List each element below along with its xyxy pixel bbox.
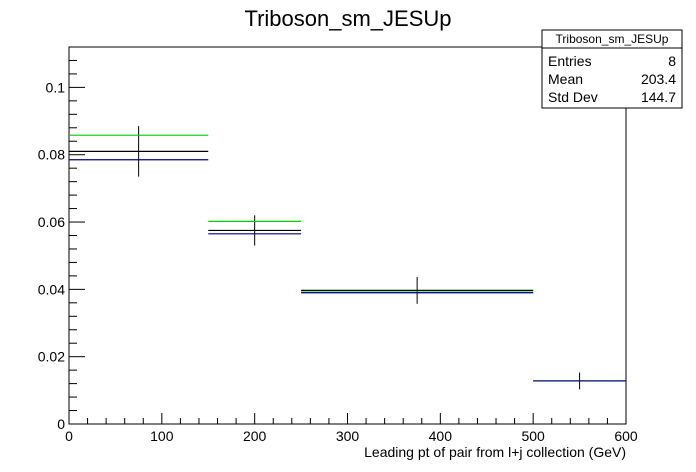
x-tick-label: 600 [614, 428, 638, 444]
data-marks [69, 126, 626, 390]
x-axis: 0 100 200 300 400 500 600 [65, 413, 638, 444]
y-tick-label: 0.02 [38, 349, 65, 365]
stats-box-title: Triboson_sm_JESUp [556, 32, 669, 46]
x-tick-label: 500 [521, 428, 545, 444]
x-tick-label: 400 [429, 428, 453, 444]
y-tick-label: 0.04 [38, 281, 65, 297]
stats-mean-label: Mean [548, 71, 583, 87]
y-tick-label: 0.08 [38, 147, 65, 163]
y-tick-label: 0.1 [46, 79, 66, 95]
x-tick-label: 100 [150, 428, 174, 444]
x-axis-label: Leading pt of pair from l+j collection (… [364, 444, 626, 460]
stats-stddev-label: Std Dev [548, 89, 598, 105]
x-tick-label: 300 [336, 428, 360, 444]
stats-mean-value: 203.4 [641, 71, 676, 87]
stats-box: Triboson_sm_JESUp Entries 8 Mean 203.4 S… [541, 29, 683, 109]
stats-box-frame [541, 29, 683, 109]
chart-title: Triboson_sm_JESUp [244, 6, 451, 31]
y-tick-label: 0 [57, 416, 65, 432]
y-tick-label: 0.06 [38, 214, 65, 230]
stats-stddev-value: 144.7 [641, 89, 676, 105]
x-tick-label: 200 [243, 428, 267, 444]
stats-entries-label: Entries [548, 53, 592, 69]
stats-entries-value: 8 [668, 53, 676, 69]
x-tick-label: 0 [65, 428, 73, 444]
y-axis: 0 0.02 0.04 0.06 0.08 0.1 [38, 46, 85, 432]
